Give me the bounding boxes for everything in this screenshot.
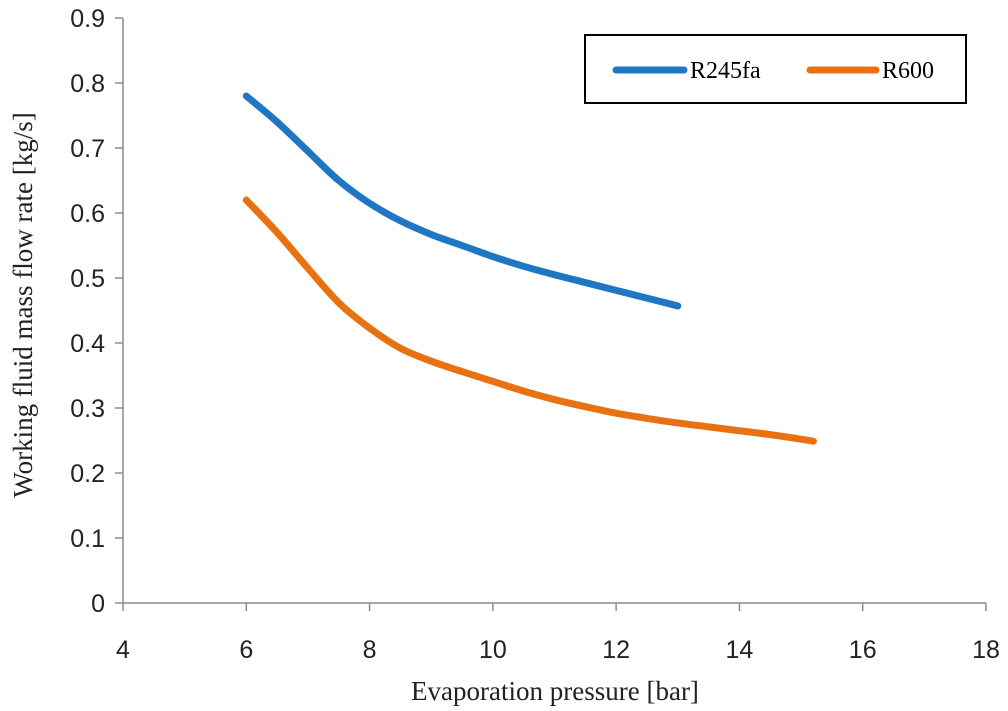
series-line-r245fa [242, 92, 682, 310]
y-tick-label: 0 [91, 590, 105, 618]
series-layer [242, 92, 817, 445]
x-tick-label: 4 [116, 636, 130, 664]
axes: 4 6 8 10 12 14 16 18 0 0.1 0.2 0.3 0.4 0.5 0.6 0.7 0.8 0.… [70, 5, 1000, 664]
y-axis-title: Working fluid mass flow rate [kg/s] [8, 112, 38, 498]
series-line-r600 [242, 196, 817, 445]
legend: R245fa R600 [584, 34, 967, 104]
x-tick-label: 12 [602, 636, 630, 664]
y-tick-label: 0.9 [70, 5, 105, 33]
y-tick-label: 0.7 [70, 135, 105, 163]
x-axis-title: Evaporation pressure [bar] [411, 676, 699, 706]
y-tick-label: 0.2 [70, 460, 105, 488]
x-tick-label: 8 [363, 636, 377, 664]
y-tick-label: 0.8 [70, 70, 105, 98]
y-tick-label: 0.5 [70, 265, 105, 293]
legend-label-r600: R600 [882, 58, 934, 84]
x-tick-label: 10 [479, 636, 507, 664]
x-tick-label: 14 [726, 636, 754, 664]
x-tick-label: 16 [849, 636, 877, 664]
x-tick-label: 18 [972, 636, 1000, 664]
y-tick-label: 0.3 [70, 395, 105, 423]
y-tick-label: 0.1 [70, 525, 105, 553]
x-tick-label: 6 [239, 636, 253, 664]
legend-label-r245fa: R245fa [690, 58, 761, 84]
y-tick-label: 0.6 [70, 200, 105, 228]
y-tick-label: 0.4 [70, 330, 105, 358]
